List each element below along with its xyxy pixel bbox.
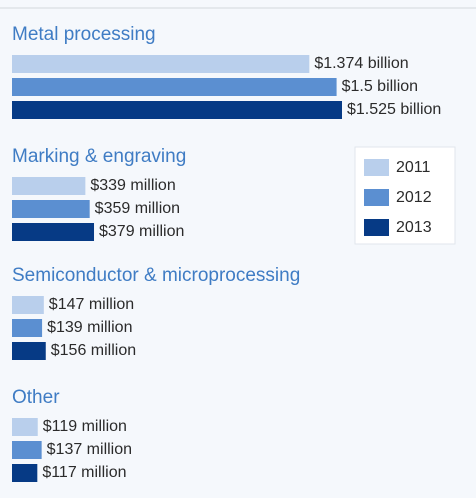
- bar: [12, 464, 38, 482]
- value-label: $379 million: [99, 223, 184, 240]
- bar: [12, 418, 38, 436]
- legend-label: 2012: [396, 189, 432, 206]
- value-label: $1.525 billion: [347, 101, 441, 118]
- bar: [12, 55, 310, 73]
- legend-swatch: [364, 189, 389, 206]
- value-label: $137 million: [47, 441, 132, 458]
- bar: [12, 223, 95, 241]
- bar: [12, 200, 90, 218]
- legend-label: 2011: [396, 159, 431, 176]
- legend-swatch: [364, 219, 389, 236]
- value-label: $119 million: [43, 418, 127, 435]
- value-label: $117 million: [42, 464, 126, 481]
- bar: [12, 177, 86, 195]
- value-label: $359 million: [95, 200, 180, 217]
- bar: [12, 296, 44, 314]
- category-label: Semiconductor & microprocessing: [12, 265, 300, 286]
- value-label: $139 million: [47, 319, 132, 336]
- bar: [12, 441, 42, 459]
- bar: [12, 78, 337, 96]
- value-label: $156 million: [51, 342, 136, 359]
- bar: [12, 342, 46, 360]
- value-label: $1.374 billion: [314, 55, 408, 72]
- legend-label: 2013: [396, 219, 432, 236]
- value-label: $339 million: [90, 177, 175, 194]
- value-label: $1.5 billion: [342, 78, 419, 95]
- bar: [12, 319, 43, 337]
- category-label: Metal processing: [12, 24, 156, 45]
- category-label: Other: [12, 387, 60, 408]
- value-label: $147 million: [49, 296, 134, 313]
- category-label: Marking & engraving: [12, 146, 186, 167]
- legend-swatch: [364, 159, 389, 176]
- bar: [12, 101, 342, 119]
